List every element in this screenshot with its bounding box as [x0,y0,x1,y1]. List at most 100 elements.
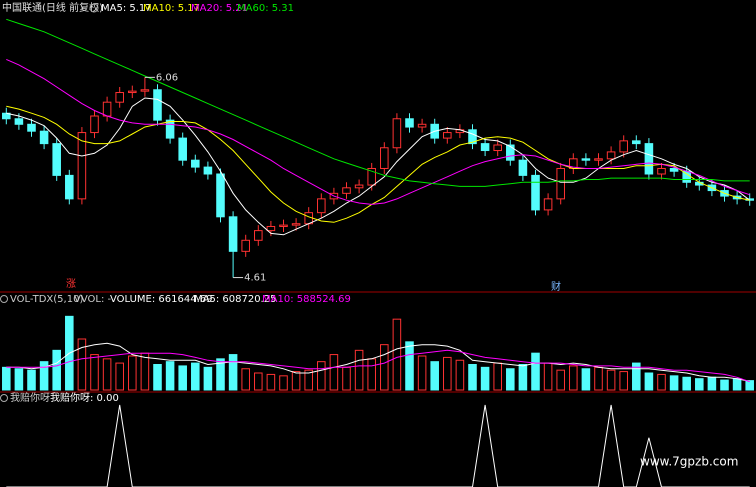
volume-bar [669,375,679,391]
volume-bar [241,368,250,391]
candle-body [367,167,376,186]
volume-bar [39,361,49,391]
ma-label: MA60: 5.31 [237,3,294,14]
event-marker[interactable]: 财 [551,280,561,293]
volume-bar [291,371,301,391]
candle-body [644,143,654,175]
volume-bar [644,372,654,391]
volume-bar [304,369,313,391]
volume-bar [128,355,137,391]
volume-bar [405,341,414,391]
volume-bar [569,365,578,391]
candle-body [203,166,213,175]
volume-bar [657,373,666,391]
candle-body [556,167,565,200]
candle-body [682,170,691,183]
settings-icon[interactable] [89,3,99,13]
volume-bar [354,349,364,391]
panel-title: VOL-TDX(5,10) [10,294,83,305]
candle-body [115,92,124,103]
candle-body [14,118,24,125]
ma-label: MA20: 5.21 [191,3,248,14]
volume-bar [317,361,326,391]
candle-body [581,158,591,161]
candle-body [594,158,603,161]
volume-bar [392,318,402,391]
candle-body [266,225,276,232]
ma-line [6,97,751,236]
volume-bar [27,369,36,391]
ma-line [6,349,750,383]
volume-bar [14,368,24,391]
volume-bar [266,373,276,391]
volume-bar [254,372,263,391]
candle-body [443,132,452,139]
volume-bar [468,364,477,391]
volume-bar [178,365,187,391]
annotation-label: 6.06 [156,72,178,83]
candle-body [52,143,61,176]
volume-bar [77,338,87,391]
volume-bar [632,362,641,391]
candle-body [317,198,326,214]
volume-label: VOLUME: 661644.69 [110,294,213,305]
settings-icon[interactable] [0,394,8,402]
volume-bar [279,375,288,391]
volume-bar [493,362,502,391]
candle-body [518,159,528,176]
candle-body [417,123,427,128]
chart-title: 中国联通(日线 前复权) [2,1,103,14]
settings-icon[interactable] [0,295,8,303]
candle-body [128,90,137,94]
candle-body [632,140,641,145]
panel-label: VVOL: - [74,294,111,305]
volume-bar [695,378,704,391]
candle-body [102,101,112,117]
candle-body [65,174,74,200]
volume-bar [2,366,11,391]
volume-bar [430,361,439,391]
candle-body [480,143,490,152]
candle-body [342,187,351,194]
candle-body [291,223,301,226]
volume-bar [90,354,99,391]
ma-label: MA10: 588524.69 [262,294,351,305]
candle-body [543,198,553,211]
volume-bar [115,362,124,391]
volume-bar [732,378,742,391]
candle-body [657,167,666,175]
volume-bar [102,358,112,391]
candle-body [77,132,87,200]
panel-title: 我赔你呀 [10,391,50,404]
event-marker[interactable]: 涨 [66,278,76,290]
volume-bar [455,359,465,391]
volume-bar [380,344,389,391]
ma-line [6,18,750,187]
volume-bar [682,376,691,391]
candle-body [178,137,187,161]
candle-body [619,140,628,153]
volume-bar [367,358,376,391]
volume-bar [581,368,591,391]
candle-body [354,184,364,189]
ma-label: MA5: 5.17 [101,3,152,14]
candle-body [606,151,616,160]
ma-label: MA5: 608720.25 [194,294,276,305]
volume-bar [342,366,351,391]
candle-body [90,115,99,134]
candle-body [27,123,36,132]
candle-body [531,174,540,211]
annotation-label: 4.61 [244,273,266,284]
ma-label: MA10: 5.17 [143,3,200,14]
volume-bar [606,369,616,391]
candle-body [392,118,402,149]
volume-bar [165,361,175,391]
volume-bar [216,358,225,391]
candle-body [380,147,389,169]
volume-bar [228,354,238,391]
candle-body [216,173,225,218]
volume-bar [518,364,528,391]
volume-bar [329,354,339,391]
